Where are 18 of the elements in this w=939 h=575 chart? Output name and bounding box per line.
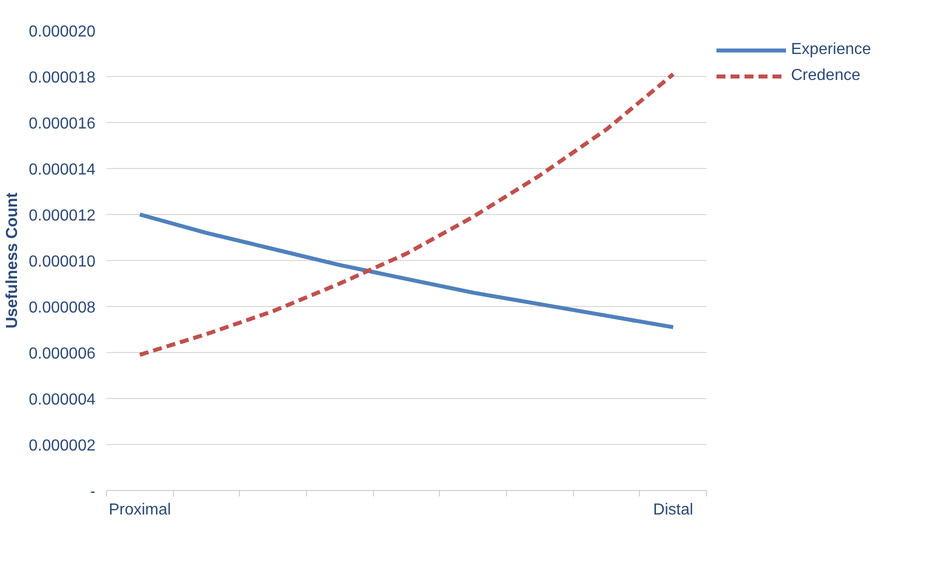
y-tick-label: 0.000020 — [28, 24, 96, 40]
x-tick-label: Distal — [653, 502, 694, 518]
y-tick-label: 0.000002 — [28, 438, 96, 454]
y-tick-label: 0.000014 — [28, 162, 96, 178]
legend-label: Experience — [791, 41, 872, 59]
y-tick-label: 0.000010 — [28, 254, 96, 270]
line-series — [138, 212, 676, 330]
y-tick-label: 0.000012 — [28, 208, 96, 224]
y-tick-label: 0.000004 — [28, 392, 96, 408]
x-tick-label: Proximal — [108, 502, 171, 518]
y-axis-title: Usefulness Count — [4, 192, 21, 329]
y-tick-label: 0.000016 — [28, 116, 96, 132]
y-tick-label: 0.000006 — [28, 346, 96, 362]
y-tick-label: 0.000008 — [28, 300, 96, 316]
legend-label: Credence — [791, 67, 860, 85]
y-tick-label: - — [90, 484, 96, 500]
line-series — [138, 72, 676, 357]
y-tick-label: 0.000018 — [28, 70, 96, 86]
